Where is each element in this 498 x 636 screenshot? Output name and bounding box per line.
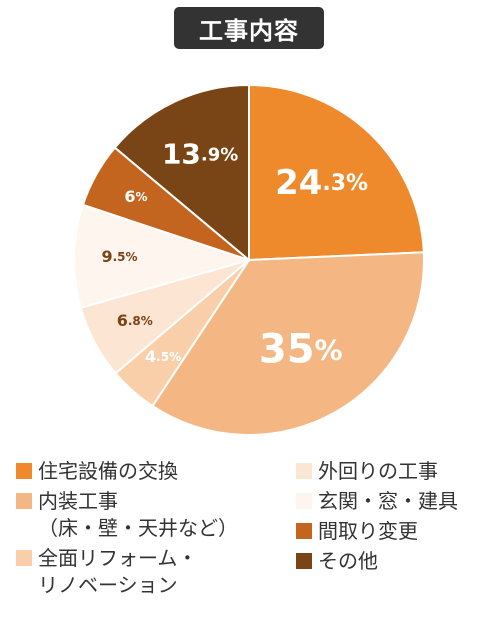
legend-swatch bbox=[296, 493, 312, 509]
legend-label: その他 bbox=[318, 549, 378, 573]
legend-label: 住宅設備の交換 bbox=[38, 459, 178, 483]
legend-item: 全面リフォーム・ リノベーション bbox=[16, 545, 238, 599]
slice-value-minor: .9% bbox=[201, 144, 238, 165]
pie-slice bbox=[73, 203, 253, 310]
legend-swatch bbox=[296, 463, 312, 479]
legend-item: 外回りの工事 bbox=[296, 458, 458, 485]
slice-value-label: 24.3% bbox=[275, 163, 368, 203]
slice-value-major: 9 bbox=[101, 247, 112, 266]
pie-slice bbox=[151, 251, 425, 436]
slice-value-minor: .5% bbox=[113, 250, 138, 264]
slice-value-minor: .8% bbox=[128, 313, 153, 327]
slice-value-minor: % bbox=[135, 189, 147, 203]
pie-slice bbox=[113, 83, 250, 263]
legend-item: 住宅設備の交換 bbox=[16, 458, 238, 485]
slice-value-major: 4 bbox=[145, 346, 156, 365]
pie-chart: 24.3%35%4.5%6.8%9.5%6%13.9% bbox=[73, 83, 425, 436]
legend-right-column: 外回りの工事 玄関・窓・建具 間取り変更 その他 bbox=[296, 458, 458, 578]
slice-value-label: 6% bbox=[124, 186, 147, 205]
legend-swatch bbox=[16, 550, 32, 566]
legend-item: 玄関・窓・建具 bbox=[296, 488, 458, 515]
legend-swatch bbox=[296, 553, 312, 569]
chart-title: 工事内容 bbox=[174, 7, 324, 49]
legend-swatch bbox=[16, 463, 32, 479]
legend-label: 内装工事 （床・壁・天井など） bbox=[38, 489, 238, 540]
slice-value-major: 35 bbox=[259, 326, 315, 372]
legend-item: その他 bbox=[296, 548, 458, 575]
slice-value-major: 24 bbox=[275, 163, 322, 203]
legend-swatch bbox=[296, 523, 312, 539]
slice-value-minor: .5% bbox=[156, 349, 181, 363]
legend-label: 外回りの工事 bbox=[318, 459, 438, 483]
slice-value-major: 6 bbox=[124, 186, 135, 205]
legend-label: 全面リフォーム・ リノベーション bbox=[38, 546, 198, 597]
slice-value-label: 4.5% bbox=[145, 346, 181, 365]
slice-value-label: 35% bbox=[259, 326, 343, 372]
slice-value-major: 13 bbox=[162, 137, 201, 170]
legend-left-column: 住宅設備の交換 内装工事 （床・壁・天井など） 全面リフォーム・ リノベーション bbox=[16, 458, 238, 602]
slice-value-label: 6.8% bbox=[117, 310, 153, 329]
legend-swatch bbox=[16, 493, 32, 509]
legend-item: 内装工事 （床・壁・天井など） bbox=[16, 488, 238, 542]
slice-value-minor: .3% bbox=[322, 171, 368, 196]
slice-value-label: 13.9% bbox=[162, 137, 238, 170]
slice-value-major: 6 bbox=[117, 310, 128, 329]
pie-slice bbox=[248, 83, 425, 262]
legend-item: 間取り変更 bbox=[296, 518, 458, 545]
slice-value-label: 9.5% bbox=[101, 247, 137, 266]
slice-value-minor: % bbox=[315, 333, 343, 366]
legend-label: 間取り変更 bbox=[318, 519, 418, 543]
legend-label: 玄関・窓・建具 bbox=[318, 489, 458, 513]
